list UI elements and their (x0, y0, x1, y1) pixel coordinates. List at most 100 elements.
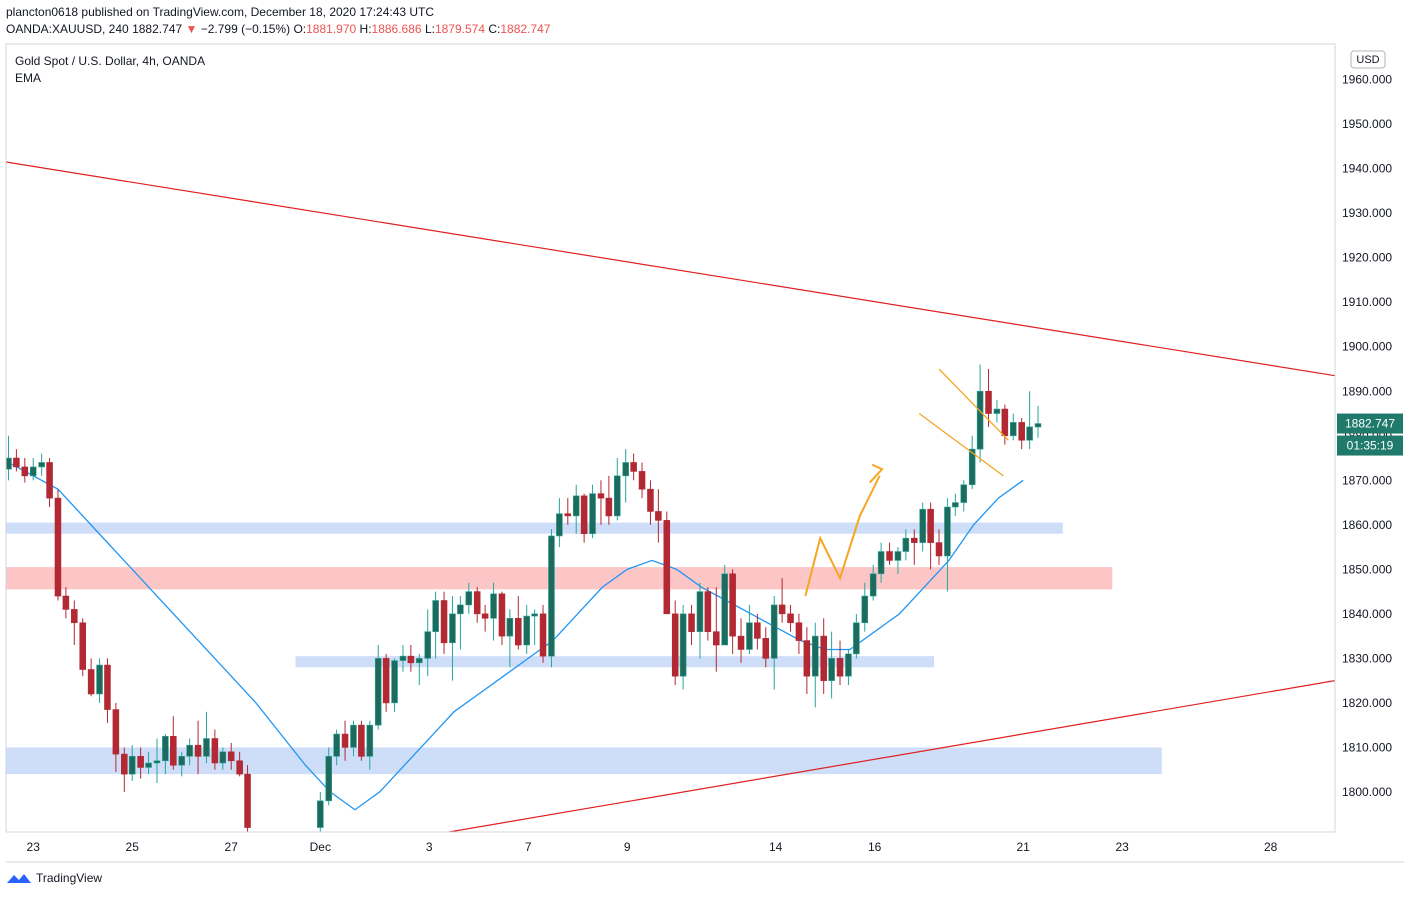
candle-body (968, 448, 976, 486)
y-tick-label: 1830.000 (1342, 651, 1392, 665)
price-chart[interactable]: 1950.000 1940.000 1930.000 1920.000 1910.000… (0, 0, 1410, 866)
candle-body (87, 669, 95, 695)
y-tick-label: 1930.000 (1342, 206, 1392, 220)
candle (655, 489, 662, 543)
x-tick-label: Dec (310, 840, 331, 854)
y-tick-label: 1900.000 (1342, 340, 1392, 354)
footer-brand[interactable]: TradingView (6, 871, 102, 885)
candle-body (449, 613, 456, 644)
candle (498, 591, 506, 646)
candle (869, 564, 877, 601)
candle-body (170, 735, 177, 766)
x-tick-label: 21 (1016, 840, 1030, 854)
candle-body (96, 664, 103, 695)
candle (754, 613, 761, 650)
candle-body (869, 573, 877, 597)
x-tick-label: 28 (1264, 840, 1278, 854)
zone-blue (295, 656, 935, 668)
candle (440, 591, 448, 654)
y-tick-label: 1960.000 (1342, 73, 1392, 87)
candle (96, 658, 103, 703)
candle-body (737, 635, 745, 650)
candle-body (655, 511, 662, 521)
candle (877, 542, 885, 583)
candle (399, 645, 407, 672)
candle (121, 747, 128, 792)
candle (911, 529, 918, 565)
candle (597, 480, 605, 525)
candle-body (244, 773, 251, 828)
candle-body (490, 593, 497, 619)
candle (531, 609, 538, 646)
candle-body (71, 609, 78, 624)
candle (812, 622, 819, 708)
candle (523, 604, 530, 654)
candle (490, 582, 497, 641)
candle (87, 658, 95, 697)
zone-blue (6, 522, 1063, 534)
candle-body (481, 613, 489, 619)
candle (638, 462, 646, 499)
candle-body (54, 497, 62, 597)
candle-body (153, 760, 161, 764)
candle-body (1034, 423, 1042, 428)
candle-body (911, 537, 918, 543)
candle-body (985, 390, 992, 414)
candle (104, 658, 111, 723)
candle-body (498, 593, 506, 637)
candle-body (358, 724, 365, 757)
candle-body (597, 493, 605, 499)
candle-body (778, 604, 786, 615)
candle-body (605, 497, 613, 517)
candle-body (952, 502, 959, 508)
candle-body (79, 622, 86, 670)
y-tick-label: 1840.000 (1342, 607, 1392, 621)
candle-body (178, 756, 185, 766)
candle-body (820, 635, 827, 681)
candle-body (762, 638, 770, 659)
candle-body (564, 513, 572, 517)
candle (572, 484, 580, 534)
candle-body (853, 622, 860, 655)
candle-body (1009, 422, 1017, 437)
candle (21, 458, 29, 483)
y-tick-label: 1810.000 (1342, 740, 1392, 754)
candle (79, 618, 86, 677)
candle-body (663, 520, 671, 615)
candle (820, 618, 827, 694)
candle (746, 604, 753, 654)
price-change: −2.799 (−0.15%) (200, 22, 291, 36)
down-triangle-icon: ▼ (185, 22, 198, 36)
candle (236, 751, 243, 777)
candle-body (399, 655, 407, 661)
candle (416, 653, 423, 686)
candle (515, 596, 522, 650)
candle (358, 720, 365, 761)
x-tick-label: 16 (868, 840, 882, 854)
candle (919, 502, 926, 552)
candle-body (679, 613, 687, 677)
currency-badge (1350, 50, 1386, 69)
candle (186, 738, 193, 766)
candle (935, 529, 943, 565)
candle (845, 649, 852, 686)
candle (985, 368, 992, 427)
x-tick-label: 7 (525, 840, 532, 854)
candle (473, 587, 481, 623)
candle-body (671, 613, 679, 677)
candle (729, 569, 736, 654)
y-tick-label: 1940.000 (1342, 162, 1392, 176)
candle-body (121, 753, 128, 775)
candle-body (630, 462, 637, 472)
candle (828, 631, 835, 699)
candle-body (1026, 426, 1033, 441)
x-tick-label: 27 (225, 840, 239, 854)
y-tick-label: 1890.000 (1342, 384, 1392, 398)
candle (194, 720, 202, 775)
candle (153, 738, 161, 784)
candle-body (1001, 408, 1009, 437)
candle (203, 711, 210, 763)
candle-body (416, 658, 423, 664)
candle-body (162, 735, 169, 762)
candle-body (713, 631, 720, 646)
